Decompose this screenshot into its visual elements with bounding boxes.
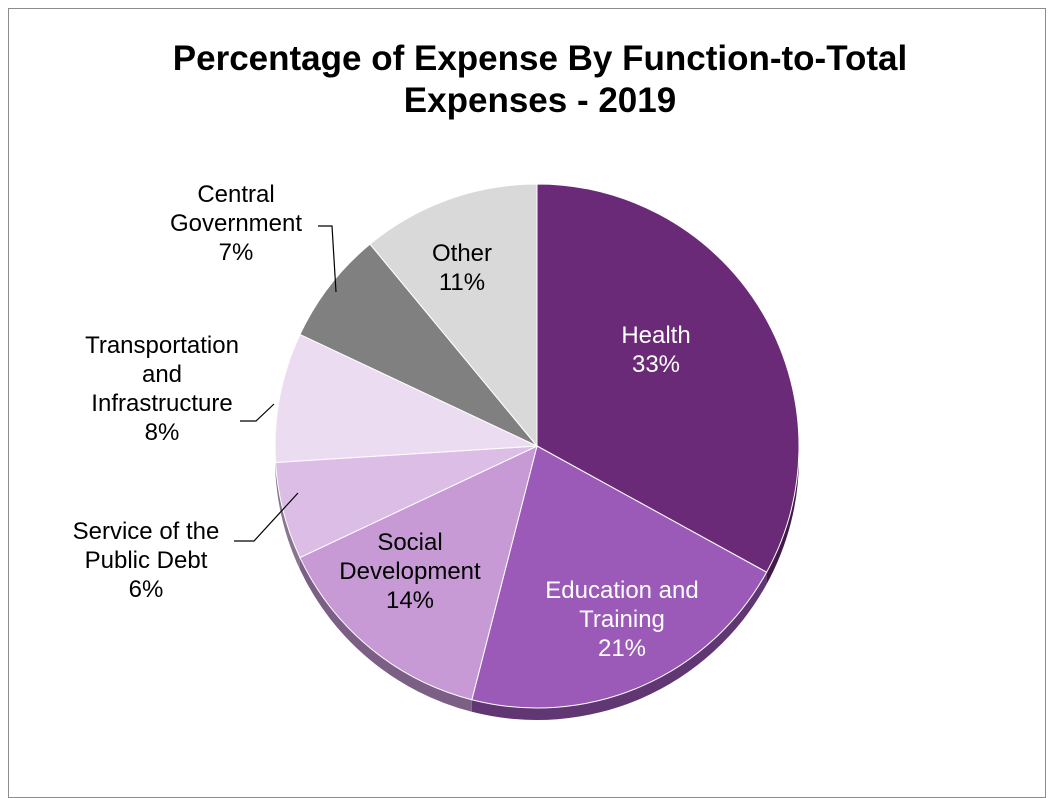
leader-line	[318, 225, 337, 293]
data-label-central-government: Central Government 7%	[170, 181, 302, 266]
chart-title-line-1: Percentage of Expense By Function-to-Tot…	[172, 39, 908, 78]
data-label-social-development: Social Development 14%	[339, 529, 481, 614]
pie-slice-central-government	[299, 243, 538, 447]
pie-slice-other	[369, 183, 538, 448]
data-label-service-of-the-public-debt: Service of the Public Debt 6%	[73, 518, 220, 603]
data-label-transportation-and-infrastructure: Transportation and Infrastructure 8%	[85, 332, 239, 446]
chart-title: Percentage of Expense By Function-to-Tot…	[0, 38, 1050, 122]
data-label-health: Health 33%	[621, 322, 690, 378]
pie-side	[299, 557, 472, 712]
leader-line	[240, 403, 275, 422]
pie-side	[275, 462, 300, 570]
data-label-other: Other 11%	[432, 240, 492, 296]
pie-slice-transportation-and-infrastructure	[274, 333, 538, 463]
chart-title-line-2: Expenses - 2019	[403, 81, 677, 120]
data-label-education-and-training: Education and Training 21%	[545, 577, 698, 662]
pie-slice-health	[536, 183, 800, 573]
pie-side	[471, 572, 767, 720]
leader-line	[234, 492, 299, 542]
pie-side	[766, 446, 799, 585]
pie-slice-education-and-training	[471, 445, 768, 709]
pie-slice-social-development	[299, 445, 538, 701]
